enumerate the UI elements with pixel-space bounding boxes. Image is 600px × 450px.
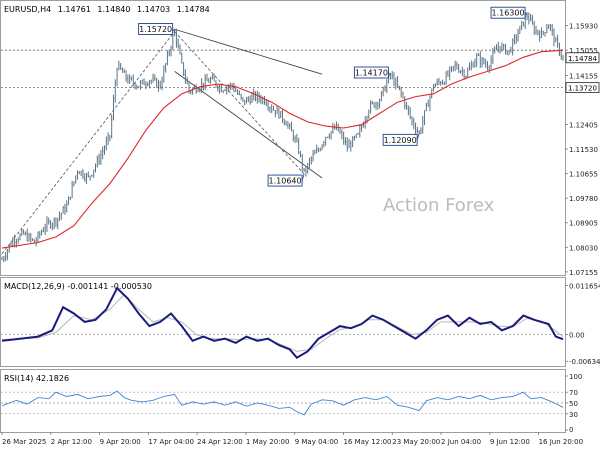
swing-label-leader [388,72,391,76]
price-y-axis: 1.15930 1.15055 1.14155 1.13720 1.12405 1.115… [565,23,600,277]
price-tick-label: 1.08905 [569,220,598,228]
price-tick-label: 1.15055 [569,47,598,55]
price-tick-label: 1.15930 [569,23,598,31]
level-price-label: 1.13720 [568,85,597,93]
swing-label-text: 1.14170 [355,68,388,77]
macd-tick-label: 0.00 [569,332,585,340]
price-tick-label: 1.12405 [569,122,598,130]
moving-average [1,49,564,249]
rsi-tick-label: 100 [569,373,582,381]
price-trendlines [1,28,323,255]
macd-tick-label: 0.011654 [569,282,600,290]
macd-y-axis: 0.011654 0.00 -0.006345 [565,282,600,366]
swing-label-leader [416,133,420,140]
macd-tick-label: -0.006345 [569,358,600,366]
ohlc-close: 1.14784 [177,5,210,14]
rsi-line [1,390,564,416]
price-tick-label: 1.11530 [569,146,598,154]
price-panel-frame [0,0,566,276]
macd-title: MACD(12,26,9) -0.001141 -0.000530 [4,282,152,291]
macd-line [1,286,564,359]
swing-label-leader [524,12,528,16]
channel-line [174,70,323,179]
x-tick-label: 24 Apr 12:00 [197,438,243,446]
ohlc-high: 1.14840 [97,5,130,14]
swing-label-text: 1.10640 [269,177,302,186]
rsi-panel-frame [0,369,566,433]
x-tick-label: 9 Jun 12:00 [490,438,530,446]
swing-label: 1.10640 [267,173,305,187]
swing-label-leader [172,28,175,32]
channel-line [174,28,323,75]
price-tick-label: 1.08030 [569,244,598,252]
ma-line [1,49,564,249]
ohlc-low: 1.14703 [137,5,170,14]
current-price-label: 1.14784 [568,55,597,63]
price-annotations: 1.15720 1.10640 1.14170 1.12090 1.16300 [138,6,528,187]
rsi-tick-label: 50 [569,400,578,408]
symbol-label: EURUSD,H4 [4,5,51,14]
swing-label: 1.12090 [382,133,420,146]
x-tick-label: 2 Apr 12:00 [51,438,92,446]
price-tick-label: 1.10655 [569,171,598,179]
rsi-title: RSI(14) 42.1826 [4,374,69,383]
x-tick-label: 23 May 20:00 [392,438,440,446]
x-tick-label: 16 Jun 20:00 [539,438,583,446]
rsi-tick-label: 0 [569,426,573,434]
macd-plot [1,286,565,359]
price-candles [1,12,564,263]
price-header: EURUSD,H4 1.14761 1.14840 1.14703 1.1478… [4,5,210,14]
rsi-y-axis: 100 70 50 30 0 [565,373,582,434]
rsi-tick-label: 70 [569,389,578,397]
price-tick-label: 1.09780 [569,195,598,203]
dashed-trendline [1,31,175,255]
x-tick-label: 2 Jun 04:00 [441,438,481,446]
x-tick-label: 9 May 04:00 [295,438,339,446]
ohlc-open: 1.14761 [58,5,91,14]
x-axis: 26 Mar 2025 2 Apr 12:00 9 Apr 20:00 17 Apr … [1,432,583,446]
swing-label-leader [301,173,305,181]
dashed-trendline [174,31,305,175]
level-price-box [565,82,600,94]
rsi-tick-label: 30 [569,411,578,419]
price-tick-label: 1.07155 [569,269,598,277]
watermark: Action Forex [383,195,495,216]
rsi-plot [1,390,565,416]
swing-label-text: 1.16300 [491,9,524,18]
swing-label: 1.15720 [138,23,175,35]
swing-label: 1.14170 [353,66,391,79]
current-price-box [565,52,600,64]
price-tick-label: 1.14155 [569,72,598,80]
swing-label: 1.16300 [490,6,528,19]
x-tick-label: 17 Apr 04:00 [148,438,194,446]
swing-label-text: 1.15720 [139,25,172,34]
swing-label-text: 1.12090 [384,136,417,145]
x-tick-label: 16 May 12:00 [343,438,391,446]
x-tick-label: 9 Apr 20:00 [100,438,141,446]
x-tick-label: 26 Mar 2025 [2,438,46,446]
x-tick-label: 1 May 20:00 [246,438,290,446]
